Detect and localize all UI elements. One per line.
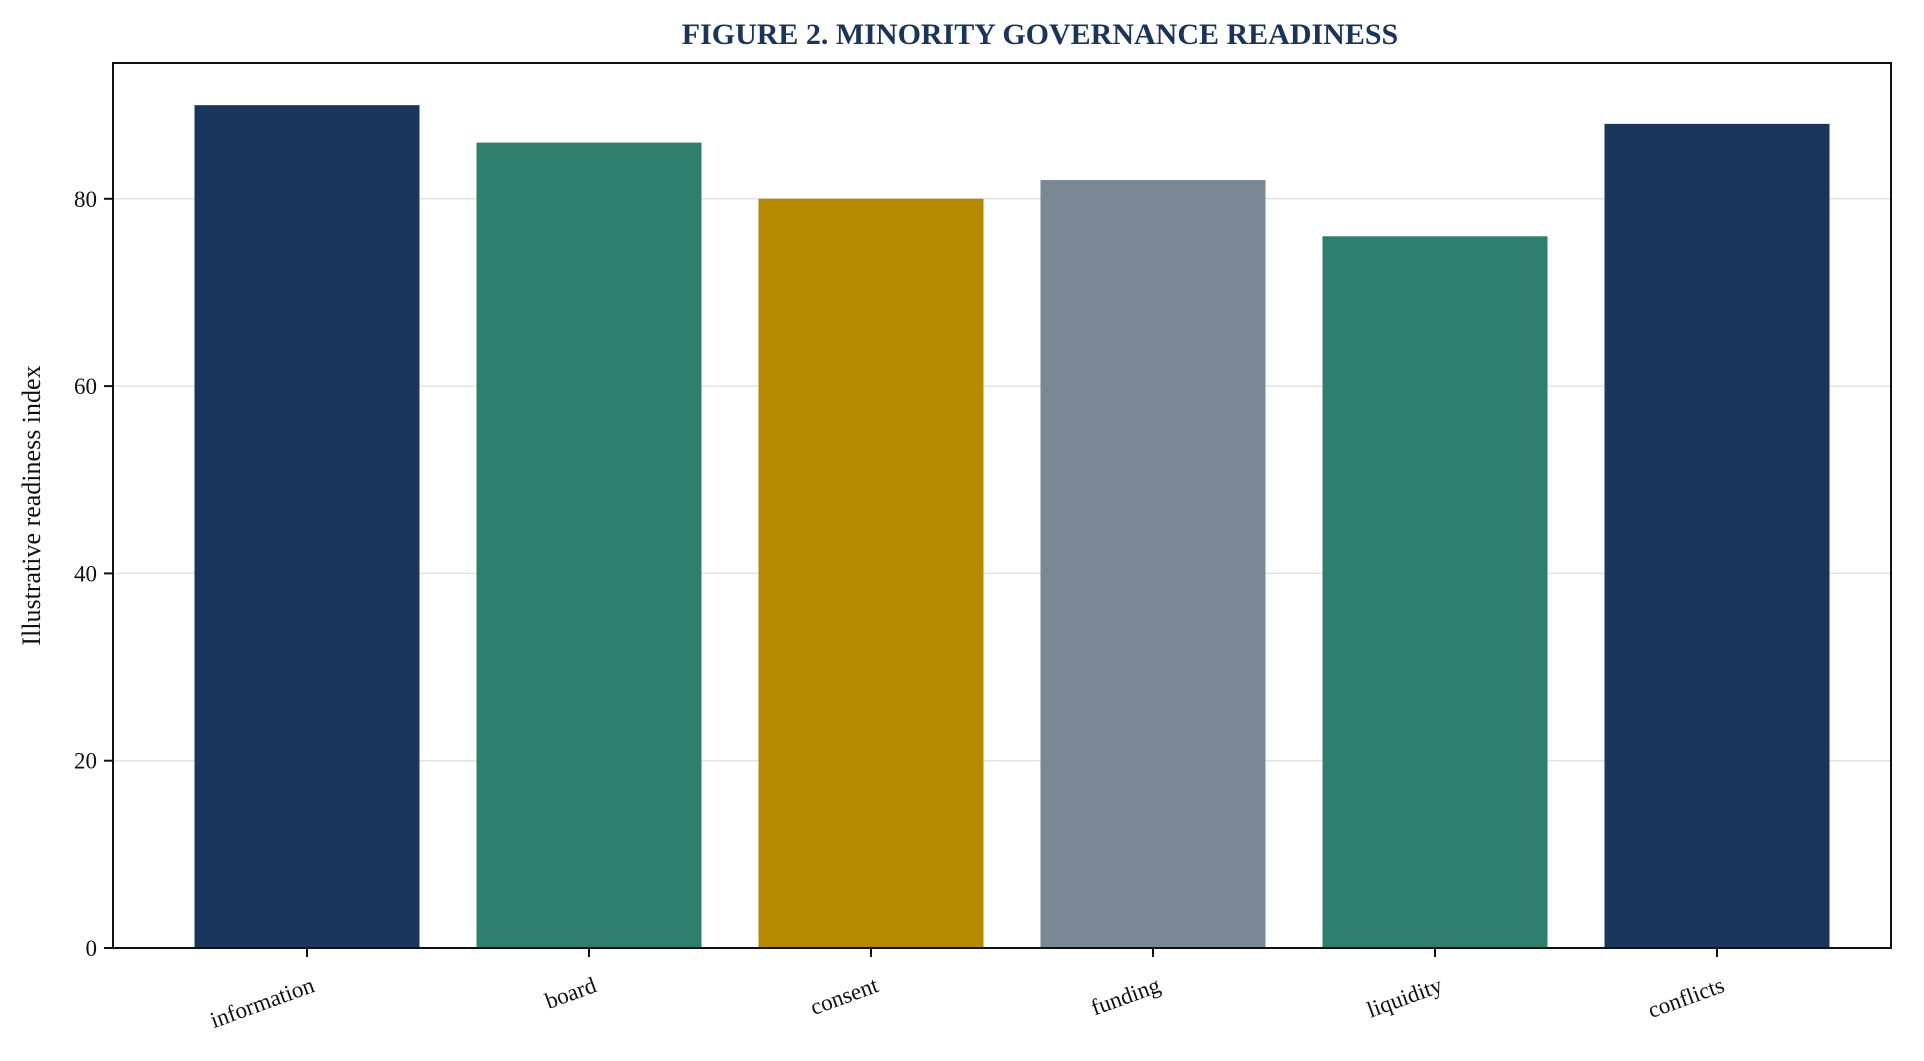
chart-title: FIGURE 2. MINORITY GOVERNANCE READINESS [682,18,1398,51]
x-tick-label-liquidity: liquidity [1364,972,1446,1022]
y-tick-label: 40 [74,561,97,586]
plot-frame [112,62,1892,949]
y-tick-label: 60 [74,374,97,399]
y-tick-label: 20 [74,749,97,774]
y-tick-label: 0 [86,936,98,961]
bar-information [194,105,420,948]
bars [194,105,1830,949]
x-tick-label-conflicts: conflicts [1645,972,1728,1023]
bar-board [476,142,702,949]
x-tick-label-information: information [207,972,318,1033]
x-tick-label-board: board [542,972,600,1014]
bar-consent [758,198,984,949]
y-axis: 0 20 40 60 80 [74,187,113,961]
bar-conflicts [1604,123,1830,948]
bar-liquidity [1322,236,1548,948]
y-axis-label: Illustrative readiness index [17,365,46,645]
y-tick-label: 80 [74,187,97,212]
x-axis: information board consent funding liquidity c… [207,948,1728,1033]
bar-funding [1040,180,1266,949]
x-tick-label-consent: consent [807,972,882,1020]
x-tick-label-funding: funding [1088,972,1164,1020]
